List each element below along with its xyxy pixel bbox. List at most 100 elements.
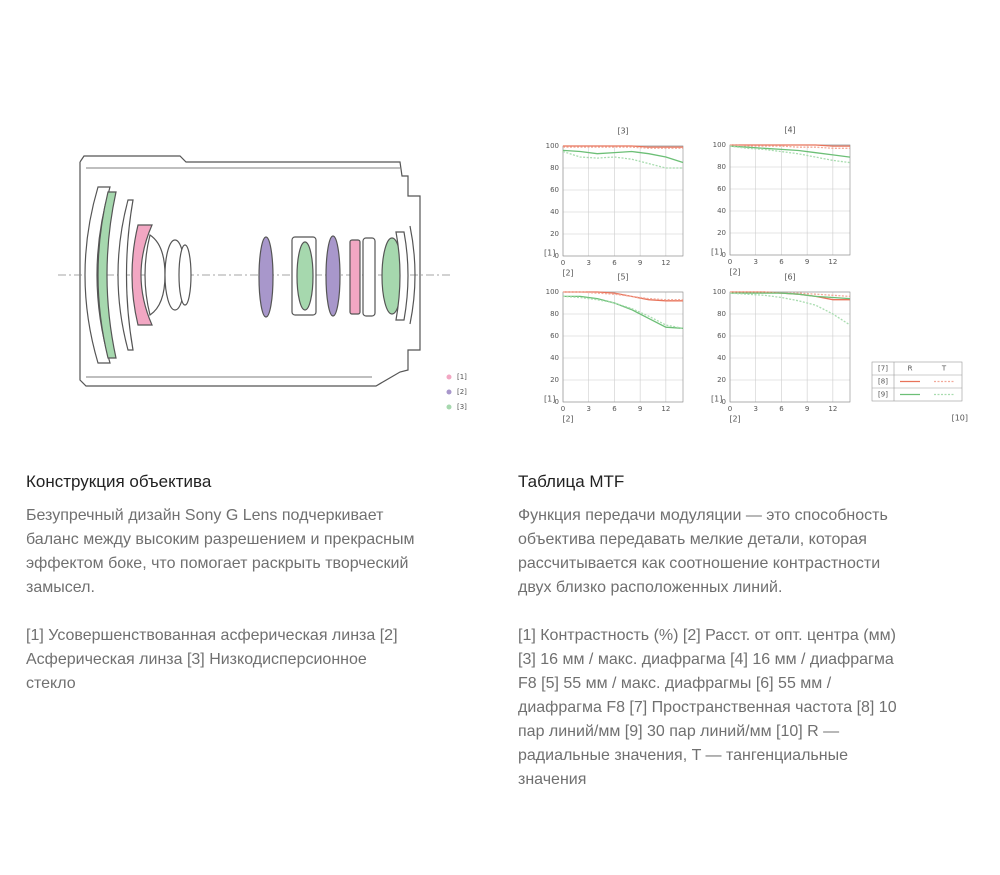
mtf-curve — [730, 144, 850, 147]
table-header: T — [941, 365, 947, 373]
lens — [144, 234, 166, 316]
table-header: R — [908, 365, 913, 373]
paragraph: Функция передачи модуляции — это способн… — [518, 507, 888, 596]
y-tick-label: 100 — [713, 288, 726, 296]
mtf-curve — [562, 149, 684, 164]
y-tick-label: 20 — [717, 229, 726, 237]
legend-swatch — [446, 374, 452, 380]
y-tick-label: 60 — [717, 332, 726, 340]
lens — [349, 239, 361, 315]
y-axis-label: [1] — [711, 248, 722, 257]
y-axis-label: [1] — [544, 249, 555, 258]
x-tick-label: 12 — [828, 258, 837, 266]
mtf-curve — [563, 146, 683, 149]
section-heading: Конструкция объектива — [26, 472, 212, 491]
table-row-label: [8] — [878, 378, 888, 386]
paragraph: [1] Усовершенствованная асферическая лин… — [26, 627, 398, 692]
lens-diagram — [58, 155, 450, 387]
mtf-curve — [563, 145, 683, 148]
legend-table — [871, 361, 963, 402]
x-tick-label: 6 — [612, 405, 617, 413]
x-tick-label: 3 — [753, 405, 757, 413]
mtf-curve — [729, 144, 850, 149]
chart-title: [6] — [784, 273, 795, 282]
lens — [97, 191, 117, 359]
y-tick-label: 20 — [550, 230, 559, 238]
y-tick-label: 100 — [713, 141, 726, 149]
y-tick-label: 0 — [722, 398, 726, 406]
y-tick-label: 20 — [550, 376, 559, 384]
mtf-curve — [562, 295, 684, 329]
mtf-curve — [730, 292, 851, 300]
lens — [325, 235, 341, 317]
x-axis-label: [2] — [562, 415, 573, 424]
chart-title: [3] — [617, 127, 628, 136]
paragraph: [1] Контрастность (%) [2] Расст. от опт.… — [518, 627, 897, 788]
y-tick-label: 80 — [550, 310, 559, 318]
mtf-curve — [729, 145, 851, 164]
y-tick-label: 40 — [550, 354, 559, 362]
x-tick-label: 9 — [638, 259, 642, 267]
plot-frame — [562, 145, 684, 257]
y-tick-label: 80 — [717, 310, 726, 318]
lens — [362, 237, 376, 317]
y-tick-label: 40 — [550, 208, 559, 216]
x-tick-label: 12 — [828, 405, 837, 413]
legend-label: [1] — [457, 373, 467, 381]
chart-title: [4] — [784, 126, 795, 135]
plot-frame — [562, 291, 684, 403]
y-tick-label: 100 — [546, 142, 559, 150]
mtf-curve — [729, 145, 851, 158]
legend-note: [10] — [952, 414, 968, 423]
x-axis-label: [2] — [729, 415, 740, 424]
y-tick-label: 0 — [722, 251, 726, 259]
y-tick-label: 80 — [717, 163, 726, 171]
paragraph: Безупречный дизайн Sony G Lens подчеркив… — [26, 507, 415, 596]
section: Конструкция объектива Безупречный дизайн… — [26, 470, 418, 720]
x-tick-label: 6 — [612, 259, 617, 267]
y-tick-label: 100 — [546, 288, 559, 296]
lens — [258, 236, 274, 318]
barrel-outline — [79, 155, 421, 387]
y-tick-label: 0 — [555, 398, 559, 406]
y-tick-label: 60 — [550, 332, 559, 340]
plot-frame — [729, 144, 851, 256]
legend-label: [3] — [457, 403, 467, 411]
y-tick-label: 20 — [717, 376, 726, 384]
y-tick-label: 40 — [717, 354, 726, 362]
y-axis-label: [1] — [544, 395, 555, 404]
x-tick-label: 12 — [661, 405, 670, 413]
y-tick-label: 60 — [550, 186, 559, 194]
x-tick-label: 12 — [661, 259, 670, 267]
lens — [117, 199, 134, 351]
lens — [395, 231, 409, 321]
lens — [131, 224, 153, 326]
mtf-curve — [563, 291, 683, 301]
x-tick-label: 3 — [586, 259, 590, 267]
x-tick-label: 9 — [805, 258, 809, 266]
x-tick-label: 0 — [728, 258, 732, 266]
y-axis-label: [1] — [711, 395, 722, 404]
lens — [296, 241, 314, 311]
x-tick-label: 0 — [728, 405, 732, 413]
x-tick-label: 6 — [779, 258, 784, 266]
legend-label: [2] — [457, 388, 467, 396]
x-axis-label: [2] — [562, 269, 573, 278]
y-tick-label: 60 — [717, 185, 726, 193]
lens — [409, 225, 416, 325]
lens — [178, 244, 192, 306]
x-tick-label: 6 — [779, 405, 784, 413]
mtf-curve — [562, 150, 683, 169]
y-tick-label: 0 — [555, 252, 559, 260]
section: Таблица MTF Функция передачи модуляции —… — [518, 470, 910, 816]
x-tick-label: 3 — [753, 258, 757, 266]
x-tick-label: 0 — [561, 405, 565, 413]
table-row-label: [9] — [878, 391, 888, 399]
x-tick-label: 9 — [638, 405, 642, 413]
x-tick-label: 0 — [561, 259, 565, 267]
x-tick-label: 3 — [586, 405, 590, 413]
chart-title: [5] — [617, 273, 628, 282]
mtf-curve — [729, 292, 851, 326]
